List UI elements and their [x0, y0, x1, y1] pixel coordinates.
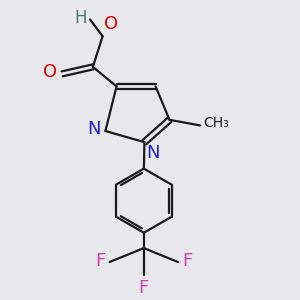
Text: H: H	[74, 9, 87, 27]
Text: F: F	[182, 252, 192, 270]
Text: O: O	[43, 64, 57, 82]
Text: O: O	[104, 15, 118, 33]
Text: F: F	[95, 252, 105, 270]
Text: CH₃: CH₃	[203, 116, 229, 130]
Text: N: N	[147, 143, 160, 161]
Text: F: F	[139, 279, 149, 297]
Text: N: N	[87, 120, 101, 138]
